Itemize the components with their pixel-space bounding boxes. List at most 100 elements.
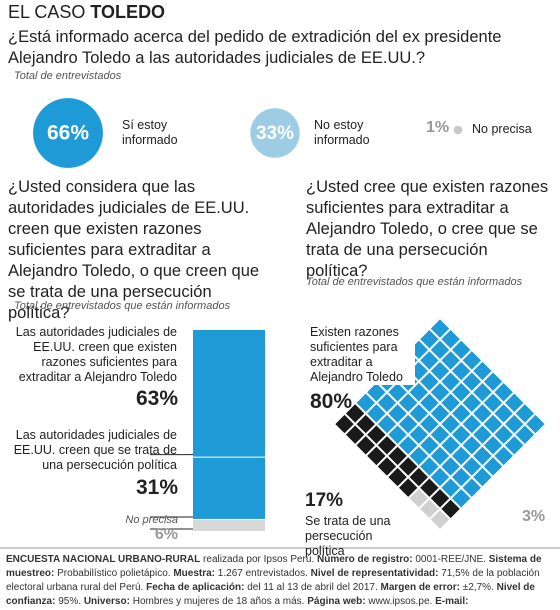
waffle-cell (388, 383, 407, 402)
waffle-cell (409, 446, 428, 466)
value-label: 63% (135, 387, 178, 410)
waffle-cell (356, 393, 375, 413)
waffle-cell (335, 414, 354, 434)
waffle-cell (409, 467, 428, 487)
waffle-cell (441, 351, 460, 370)
waffle-cell (367, 383, 386, 402)
bar-segment (193, 330, 265, 457)
legend-label: No precisa (472, 122, 532, 136)
waffle-cell (483, 457, 503, 476)
waffle-cell (494, 404, 513, 423)
footer-text: 95%. (58, 596, 82, 607)
waffle-cell (367, 446, 386, 466)
waffle-cell (452, 446, 471, 466)
footer-label: Nivel de confianza: (6, 582, 535, 607)
waffle-cell (473, 467, 492, 487)
category-label: Las autoridades judiciales de EE.UU. cre… (13, 428, 177, 472)
waffle-cell (398, 393, 418, 413)
waffle-group (356, 319, 545, 508)
waffle-cell (345, 404, 365, 423)
waffle-cell (356, 414, 375, 434)
waffle-cell (441, 393, 460, 413)
waffle-cell (420, 372, 439, 391)
footer-text: 71,5% de la población electoral urbana r… (6, 568, 540, 593)
value-label: 1% (426, 119, 450, 136)
waffle-cell (420, 457, 439, 476)
value-label: 31% (135, 476, 178, 499)
waffle-cell (388, 425, 407, 444)
waffle-cell (430, 425, 450, 444)
waffle-cell (388, 404, 407, 423)
category-label: Las autoridades judiciales de EE.UU. cre… (15, 325, 177, 384)
bar-segment (193, 519, 265, 531)
waffle-cell (462, 351, 482, 370)
waffle-cell (388, 467, 407, 487)
waffle-cell (430, 361, 450, 381)
footer-label: ENCUESTA NACIONAL URBANO-RURAL (6, 554, 201, 565)
waffle-cell (462, 457, 482, 476)
waffle-cell (356, 436, 375, 455)
footer-text: Hombres y mujeres de 18 años a más. (132, 596, 305, 607)
footer-label: Muestra: (173, 568, 216, 579)
waffle-cell (420, 436, 439, 455)
waffle-cell (494, 425, 513, 444)
question: ¿Usted considera que las autoridades jud… (8, 178, 260, 322)
waffle-cell (483, 414, 503, 434)
subtitle: Total de entrevistados (14, 70, 122, 82)
waffle-cell (367, 425, 386, 444)
waffle-cell (398, 414, 418, 434)
waffle-cell (505, 414, 524, 434)
title-bold: TOLEDO (90, 2, 166, 22)
value-label: 66% (47, 122, 89, 145)
waffle-cell (409, 383, 428, 402)
waffle-cell (430, 489, 450, 508)
waffle-cell (430, 404, 450, 423)
value-label: 80% (310, 390, 353, 413)
waffle-cell (452, 489, 471, 508)
category-label: No precisa (125, 514, 178, 526)
subtitle: Total de entrevistados que están informa… (14, 300, 231, 312)
waffle-cell (462, 478, 482, 497)
waffle-cell (420, 414, 439, 434)
waffle-cell (452, 361, 471, 381)
waffle-cell (398, 478, 418, 497)
value-label: 6% (154, 526, 178, 543)
footer-label: Nivel de representatividad: (310, 568, 439, 579)
waffle-cell (409, 489, 428, 508)
waffle-cell (441, 478, 460, 497)
waffle-cell (430, 340, 450, 360)
waffle-cell (377, 393, 397, 413)
footer-label: Fecha de aplicación: (146, 582, 245, 593)
title-prefix: EL CASO (8, 2, 86, 22)
waffle-cell (473, 383, 492, 402)
category-label: Existen razones suficientes para extradi… (310, 325, 415, 385)
bubble (250, 108, 300, 158)
waffle-cell (420, 478, 439, 497)
waffle-cell (462, 436, 482, 455)
footer-label: E-mail: (435, 596, 469, 607)
waffle-group (335, 404, 460, 519)
waffle-cell (377, 436, 397, 455)
waffle-cell (441, 499, 460, 519)
value-label: 17% (305, 490, 344, 511)
waffle-cell (420, 499, 439, 519)
footer-text: 1.267 entrevistados. (217, 568, 308, 579)
waffle-cell (473, 446, 492, 466)
question: ¿Está informado acerca del pedido de ext… (8, 28, 502, 67)
waffle-cell (441, 330, 460, 349)
legend-label: No estoy informado (314, 118, 370, 147)
footer: ENCUESTA NACIONAL URBANO-RURAL realizada… (6, 553, 556, 610)
footer-text: www.ipsos.pe. (368, 596, 433, 607)
footer-text: del 11 al 13 de abril del 2017. (247, 582, 378, 593)
legend-label: Sí estoy informado (122, 118, 178, 147)
waffle-cell (388, 446, 407, 466)
waffle-cell (430, 319, 450, 338)
waffle-cell (409, 425, 428, 444)
subtitle: Total de entrevistados que están informa… (306, 276, 523, 288)
waffle-cell (377, 414, 397, 434)
waffle-cell (473, 404, 492, 423)
waffle-cell (462, 414, 482, 434)
waffle-cell (483, 393, 503, 413)
